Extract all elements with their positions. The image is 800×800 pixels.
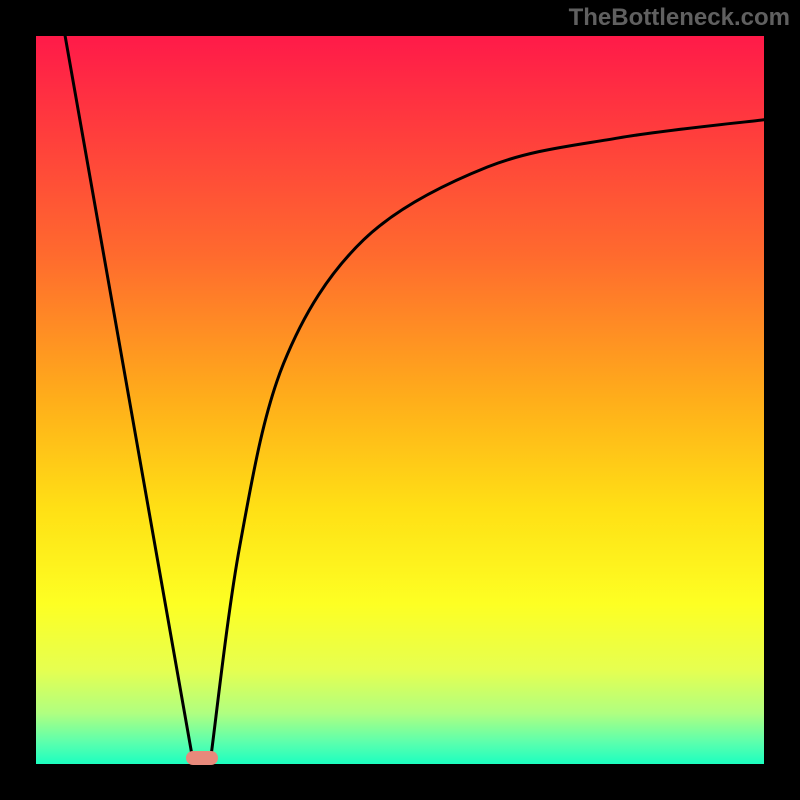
plot-area bbox=[36, 36, 764, 764]
chart-root: TheBottleneck.com bbox=[0, 0, 800, 800]
optimal-point-marker bbox=[186, 751, 218, 765]
attribution-text: TheBottleneck.com bbox=[569, 4, 790, 32]
bottleneck-curve bbox=[36, 36, 764, 764]
